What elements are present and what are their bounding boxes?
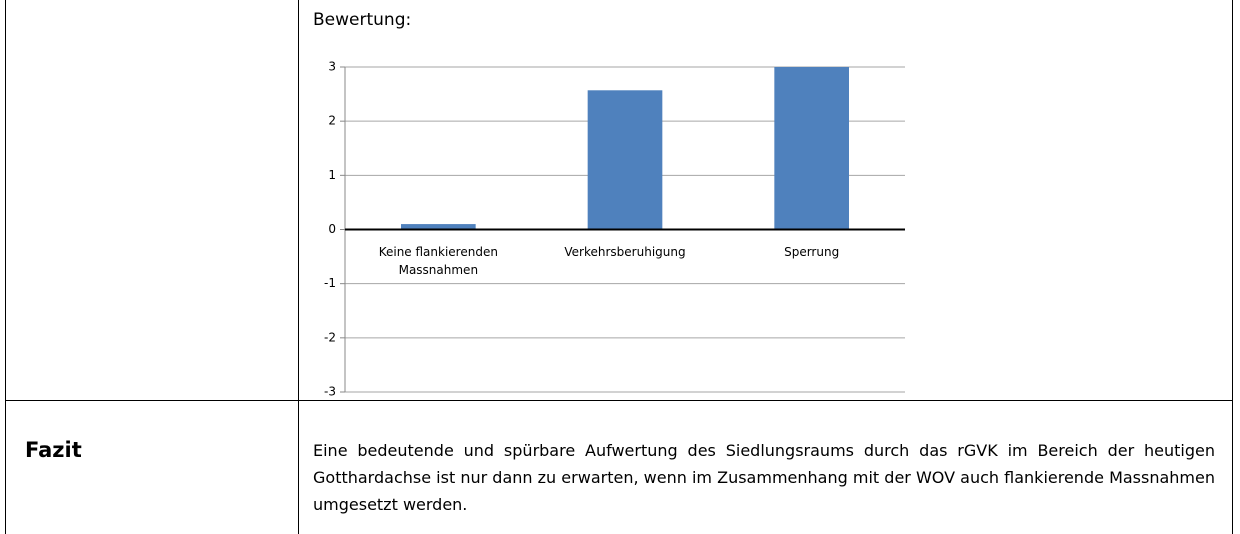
y-tick-label: 0	[328, 222, 336, 236]
bar	[587, 90, 663, 230]
table-border	[5, 0, 6, 534]
y-tick-label: -2	[324, 330, 336, 344]
bar	[401, 224, 476, 230]
row-header: Fazit	[25, 438, 82, 462]
table-border	[1232, 0, 1233, 534]
x-tick-label: Sperrung	[784, 244, 840, 259]
y-tick-label: -1	[324, 276, 336, 290]
y-tick-label: -3	[324, 385, 336, 399]
x-tick-label: Keine flankierenden Massnahmen	[378, 244, 498, 277]
cell-text: Eine bedeutende und spürbare Aufwertung …	[313, 441, 1215, 514]
y-tick-label: 3	[328, 60, 336, 74]
bar	[774, 67, 849, 230]
table-border	[298, 0, 299, 534]
table-border	[5, 400, 1233, 401]
cell-label: Bewertung:	[313, 10, 412, 30]
y-tick-label: 2	[328, 114, 336, 128]
chart: -3 -2 -1 0 1 2 3	[324, 60, 905, 399]
x-tick-label: Verkehrsberuhigung	[564, 244, 686, 259]
y-tick-label: 1	[328, 168, 336, 182]
